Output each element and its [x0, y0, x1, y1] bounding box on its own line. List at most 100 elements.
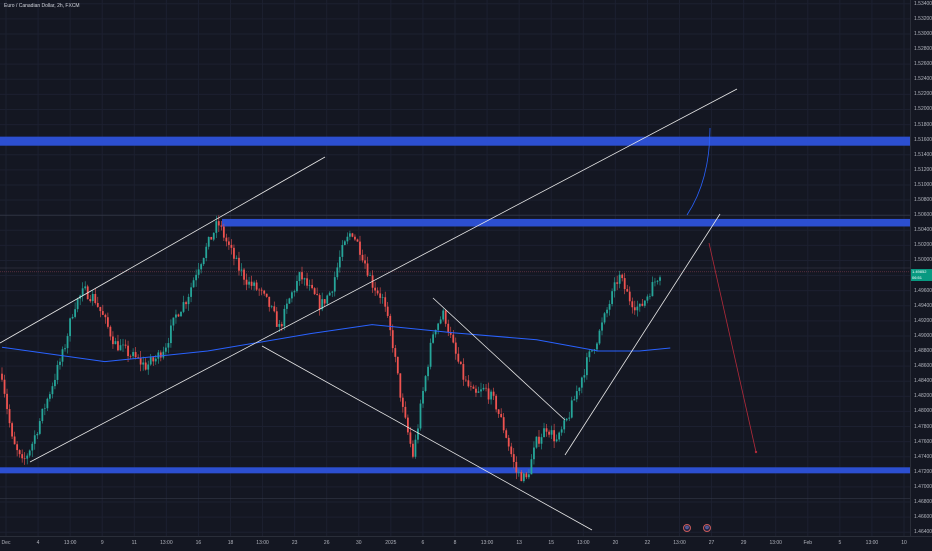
projection-up-path [686, 127, 711, 216]
candle-body [470, 386, 472, 387]
candle-body [275, 311, 278, 327]
candle-body [162, 351, 165, 358]
candle-body [36, 433, 39, 436]
candle-body [654, 281, 656, 283]
candle-body [167, 343, 170, 348]
candle-body [487, 388, 490, 400]
candle-body [180, 311, 182, 317]
candle-body [147, 364, 150, 370]
candle-body [333, 277, 336, 292]
candle-body [293, 291, 296, 293]
candle-body [81, 288, 84, 296]
price-tick-label: 1.46800 [914, 499, 932, 506]
candle-body [285, 303, 288, 309]
candle-body [520, 472, 523, 482]
candle-body [341, 244, 344, 257]
candle-body [419, 403, 422, 429]
candle-body [550, 430, 553, 435]
candle-body [280, 324, 283, 327]
candle-body [157, 352, 160, 359]
price-tick-label: 1.50200 [914, 242, 932, 249]
candle-body [603, 313, 606, 323]
time-tick-label: 22 [644, 540, 651, 546]
candle-body [205, 246, 208, 259]
candle-body [129, 356, 132, 357]
candle-body [381, 297, 384, 298]
candle-body [11, 423, 13, 437]
candle-body [432, 334, 435, 343]
candle-body [43, 408, 46, 409]
candle-body [555, 439, 558, 442]
candle-body [23, 458, 26, 459]
candle-body [548, 431, 550, 435]
candle-body [351, 233, 354, 237]
candle-body [26, 455, 29, 459]
candle-body [454, 342, 457, 354]
candle-body [117, 341, 119, 351]
candle-body [197, 269, 200, 275]
chart-canvas[interactable] [0, 0, 910, 536]
candle-body [439, 319, 442, 324]
trend-line [564, 213, 721, 456]
candle-body [187, 296, 190, 305]
candle-body [268, 296, 271, 307]
candle-body [384, 297, 387, 307]
candle-body [356, 239, 359, 242]
candle-body [69, 318, 71, 337]
candle-body [142, 362, 145, 365]
time-tick-label: 13:00 [480, 540, 494, 546]
trend-line [261, 345, 593, 531]
price-axis[interactable]: 1.53400 1.53200 1.53000 1.52800 1.52600 1.524… [910, 0, 932, 536]
candle-body [255, 282, 258, 290]
candle-body [649, 296, 651, 297]
candle-body [46, 398, 49, 409]
candle-body [177, 314, 180, 317]
current-price-label: 1.49852 06:51 [911, 268, 932, 281]
candle-body [533, 447, 535, 460]
candle-body [101, 311, 104, 315]
candle-body [545, 428, 548, 432]
time-tick-label: 18 [227, 540, 234, 546]
candle-body [643, 300, 646, 306]
candle-body [301, 272, 303, 280]
candle-body [608, 303, 611, 310]
candle-body [172, 317, 175, 326]
candle-body [568, 417, 571, 419]
economic-event-icon[interactable]: ⊚ [703, 524, 711, 532]
candle-body [389, 315, 392, 331]
candle-body [480, 389, 482, 392]
time-tick-label: 13 [516, 540, 522, 546]
candle-body [409, 432, 412, 444]
candle-body [64, 348, 66, 350]
candle-body [16, 444, 19, 451]
time-tick-label: 13:00 [160, 540, 173, 546]
economic-event-icon[interactable]: ⊚ [683, 524, 691, 532]
candle-body [359, 241, 361, 255]
candle-body [84, 286, 87, 289]
candle-body [553, 430, 556, 442]
candle-body [273, 306, 276, 312]
candle-body [598, 330, 601, 344]
price-tick-label: 1.49000 [914, 332, 932, 339]
candle-body [414, 439, 417, 457]
candle-body [13, 436, 16, 445]
candle-body [71, 316, 74, 319]
candle-body [182, 302, 185, 312]
candle-body [543, 428, 545, 438]
candle-body [444, 310, 447, 324]
time-tick-label: 2025 [385, 540, 397, 546]
candle-body [611, 291, 613, 304]
candle-body [396, 356, 399, 374]
candle-body [139, 357, 142, 365]
zone-rect [0, 467, 910, 474]
candle-body [601, 322, 603, 331]
candle-body [442, 310, 445, 320]
zone-rect [222, 218, 910, 227]
time-axis[interactable]: Dec 4 13:00 9 11 13:00 16 18 13:00 23 26 30 2025 6 8 13… [0, 536, 932, 551]
candle-body [124, 344, 127, 346]
candle-body [159, 352, 162, 358]
candle-body [185, 302, 187, 305]
candle-body [462, 364, 465, 380]
time-tick-label: 29 [740, 540, 747, 546]
time-tick-label: 5 [838, 540, 842, 546]
